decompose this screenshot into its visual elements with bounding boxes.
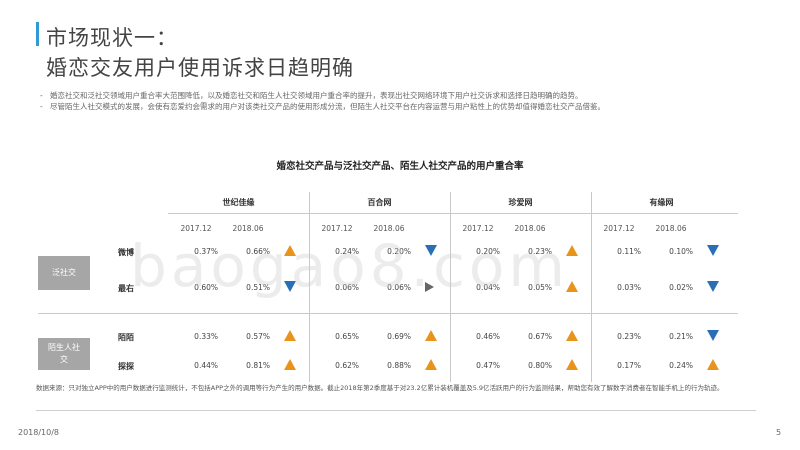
value-2017: 0.04% [476, 283, 500, 292]
value-2018: 0.66% [246, 247, 270, 256]
table-rule [38, 313, 738, 314]
trend-up-icon [566, 245, 578, 256]
value-2018: 0.80% [528, 361, 552, 370]
value-2017: 0.11% [617, 247, 641, 256]
trend-down-icon [707, 281, 719, 292]
trend-flat-icon [425, 282, 434, 292]
year-label: 2017.12 [603, 224, 635, 233]
value-2017: 0.06% [335, 283, 359, 292]
value-2018: 0.88% [387, 361, 411, 370]
value-2018: 0.57% [246, 332, 270, 341]
trend-down-icon [284, 281, 296, 292]
value-2018: 0.21% [669, 332, 693, 341]
value-2017: 0.65% [335, 332, 359, 341]
trend-up-icon [284, 245, 296, 256]
value-2018: 0.20% [387, 247, 411, 256]
year-label: 2017.12 [462, 224, 494, 233]
year-label: 2018.06 [514, 224, 546, 233]
data-source-note: 数据来源：只对独立APP中的用户数据进行监测统计，不包括APP之外的调用等行为产… [36, 384, 724, 392]
value-2018: 0.67% [528, 332, 552, 341]
trend-up-icon [284, 359, 296, 370]
year-label: 2017.12 [321, 224, 353, 233]
value-2017: 0.60% [194, 283, 218, 292]
group-header: 世纪佳缘 [222, 198, 255, 207]
value-2017: 0.20% [476, 247, 500, 256]
trend-up-icon [566, 330, 578, 341]
title-accent-bar [36, 22, 39, 46]
value-2017: 0.03% [617, 283, 641, 292]
value-2017: 0.47% [476, 361, 500, 370]
page-title-line2: 婚恋交友用户使用诉求日趋明确 [46, 56, 354, 80]
page-number: 5 [776, 428, 782, 437]
group-divider [309, 192, 310, 382]
value-2018: 0.23% [528, 247, 552, 256]
value-2017: 0.46% [476, 332, 500, 341]
value-2017: 0.33% [194, 332, 218, 341]
table-title: 婚恋社交产品与泛社交产品、陌生人社交产品的用户重合率 [276, 161, 524, 172]
value-2018: 0.51% [246, 283, 270, 292]
table-rule [168, 213, 738, 214]
value-2018: 0.81% [246, 361, 270, 370]
category-label: 泛社交 [38, 256, 90, 290]
group-divider [450, 192, 451, 382]
trend-up-icon [425, 330, 437, 341]
bullet-list: 婚恋社交和泛社交领域用户重合率大范围降低，以及婚恋社交和陌生人社交领域用户重合率… [40, 90, 770, 112]
row-label: 陌陌 [118, 333, 134, 342]
trend-up-icon [284, 330, 296, 341]
group-header: 百合网 [367, 198, 392, 207]
value-2017: 0.62% [335, 361, 359, 370]
trend-up-icon [566, 359, 578, 370]
footer-divider [36, 410, 756, 411]
bullet-item: 婚恋社交和泛社交领域用户重合率大范围降低，以及婚恋社交和陌生人社交领域用户重合率… [40, 90, 770, 101]
year-label: 2018.06 [373, 224, 405, 233]
trend-down-icon [425, 245, 437, 256]
group-header: 有缘网 [649, 198, 674, 207]
value-2018: 0.06% [387, 283, 411, 292]
value-2017: 0.17% [617, 361, 641, 370]
group-divider [591, 192, 592, 382]
bullet-item: 尽管陌生人社交模式的发展，会使有恋爱约会需求的用户对该类社交产品的使用形成分流，… [40, 101, 770, 112]
value-2018: 0.69% [387, 332, 411, 341]
page-title-line1: 市场现状一： [46, 26, 178, 50]
trend-up-icon [425, 359, 437, 370]
year-label: 2018.06 [232, 224, 264, 233]
value-2018: 0.02% [669, 283, 693, 292]
value-2018: 0.24% [669, 361, 693, 370]
trend-down-icon [707, 330, 719, 341]
row-label: 微博 [118, 248, 134, 257]
year-label: 2017.12 [180, 224, 212, 233]
footer-date: 2018/10/8 [18, 428, 60, 437]
trend-up-icon [566, 281, 578, 292]
trend-down-icon [707, 245, 719, 256]
value-2017: 0.37% [194, 247, 218, 256]
row-label: 最右 [118, 284, 134, 293]
group-header: 珍爱网 [508, 198, 533, 207]
row-label: 探探 [118, 362, 134, 371]
value-2017: 0.44% [194, 361, 218, 370]
value-2018: 0.10% [669, 247, 693, 256]
category-label: 陌生人社交 [38, 338, 90, 370]
value-2017: 0.24% [335, 247, 359, 256]
trend-up-icon [707, 359, 719, 370]
value-2017: 0.23% [617, 332, 641, 341]
value-2018: 0.05% [528, 283, 552, 292]
year-label: 2018.06 [655, 224, 687, 233]
